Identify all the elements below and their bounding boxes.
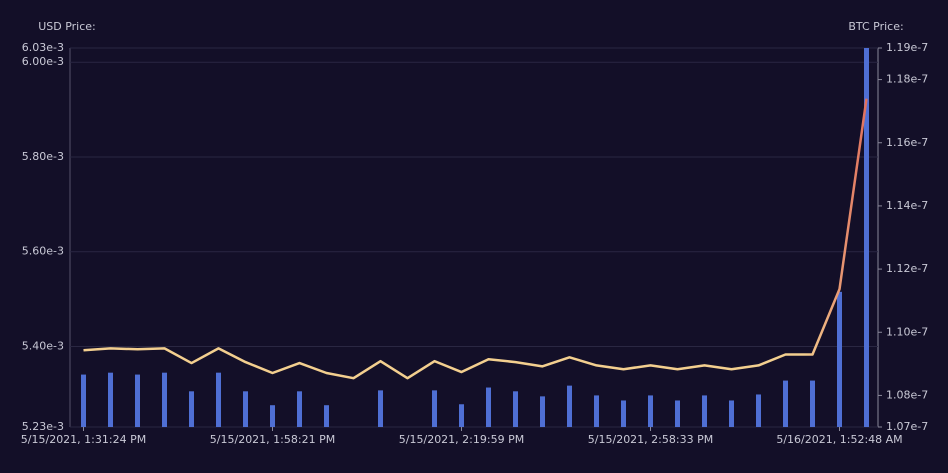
bar [567,385,572,427]
x-tick-label: 5/15/2021, 1:31:24 PM [21,433,146,446]
bar [513,391,518,427]
bar [189,391,194,427]
bar [324,405,329,427]
y2-tick-label: 1.16e-7 [886,136,928,149]
bar [810,380,815,427]
bar [864,48,869,427]
bar [135,374,140,427]
x-tick-label: 5/16/2021, 1:52:48 AM [776,433,902,446]
bar [621,400,626,427]
y2-tick-label: 1.08e-7 [886,388,928,401]
y-tick-label: 5.60e-3 [22,245,64,258]
bar [108,372,113,427]
bar [81,374,86,427]
bar [297,391,302,427]
bar [783,380,788,427]
bar [648,395,653,427]
y-tick-label: 5.23e-3 [22,420,64,433]
bar [432,390,437,427]
bar [594,395,599,427]
y-tick-label: 6.03e-3 [22,41,64,54]
x-tick-label: 5/15/2021, 1:58:21 PM [210,433,335,446]
y2-tick-label: 1.14e-7 [886,199,928,212]
y-tick-label: 5.40e-3 [22,339,64,352]
y-axis-title: USD Price: [38,20,96,33]
y2-tick-label: 1.18e-7 [886,73,928,86]
y-tick-label: 5.80e-3 [22,150,64,163]
y2-tick-label: 1.12e-7 [886,262,928,275]
bar [459,404,464,427]
bar [162,372,167,427]
bar [675,400,680,427]
y2-axis-title: BTC Price: [848,20,903,33]
bar [270,405,275,427]
x-tick-label: 5/15/2021, 2:19:59 PM [399,433,524,446]
bar [702,395,707,427]
bar [378,390,383,427]
bar [243,391,248,427]
bar [486,387,491,427]
y-tick-label: 6.00e-3 [22,55,64,68]
y2-tick-label: 1.10e-7 [886,325,928,338]
bar [216,372,221,427]
y2-tick-label: 1.19e-7 [886,41,928,54]
price-line [83,98,868,380]
bar [540,396,545,427]
bar [729,400,734,427]
bar [837,291,842,427]
bar [756,394,761,427]
y2-tick-label: 1.07e-7 [886,420,928,433]
x-tick-label: 5/15/2021, 2:58:33 PM [588,433,713,446]
